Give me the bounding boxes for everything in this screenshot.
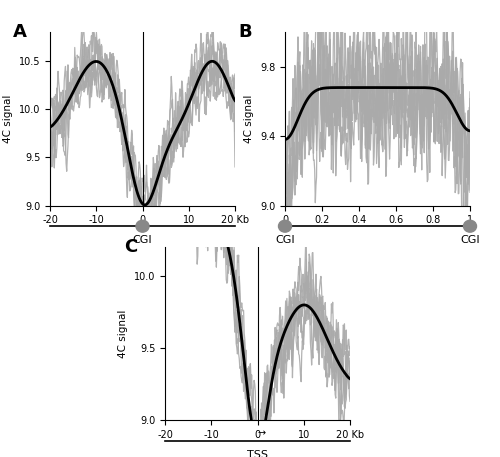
- Text: B: B: [239, 23, 252, 41]
- Text: C: C: [124, 238, 138, 256]
- Text: CGI: CGI: [132, 235, 152, 245]
- Text: →: →: [258, 429, 266, 439]
- Y-axis label: 4C signal: 4C signal: [3, 95, 13, 143]
- Text: TSS: TSS: [247, 450, 268, 457]
- Y-axis label: 4C signal: 4C signal: [118, 309, 128, 358]
- Text: CGI: CGI: [460, 235, 480, 245]
- Text: CGI: CGI: [275, 235, 295, 245]
- Text: A: A: [13, 23, 27, 41]
- Y-axis label: 4C signal: 4C signal: [244, 95, 254, 143]
